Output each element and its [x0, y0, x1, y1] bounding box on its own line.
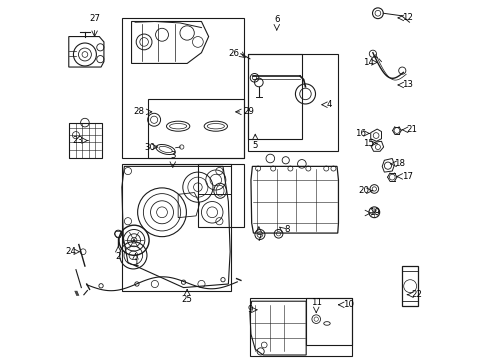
- Bar: [247, 54, 301, 139]
- Bar: [305, 298, 351, 345]
- Text: 21: 21: [405, 125, 416, 134]
- Text: 11: 11: [310, 298, 321, 307]
- Text: 24: 24: [65, 247, 76, 256]
- Text: 20: 20: [358, 186, 368, 195]
- Text: 8: 8: [284, 225, 289, 234]
- Text: 4: 4: [326, 100, 332, 109]
- Text: 9: 9: [246, 305, 252, 314]
- Text: 27: 27: [89, 14, 100, 23]
- Text: 10: 10: [343, 300, 353, 309]
- Bar: [122, 164, 230, 291]
- Text: 1: 1: [132, 259, 138, 268]
- Bar: [198, 164, 244, 226]
- Text: 28: 28: [134, 107, 144, 116]
- Text: 22: 22: [410, 290, 421, 299]
- Bar: [247, 54, 337, 151]
- Bar: [402, 266, 418, 306]
- Text: 3: 3: [170, 151, 175, 160]
- Text: 17: 17: [401, 172, 412, 181]
- Text: 13: 13: [402, 81, 412, 90]
- Bar: [122, 18, 244, 158]
- Bar: [69, 123, 102, 158]
- Text: 26: 26: [228, 49, 239, 58]
- Text: 2: 2: [115, 252, 121, 261]
- Text: 16: 16: [354, 129, 365, 138]
- Bar: [147, 99, 244, 158]
- Text: 18: 18: [394, 159, 405, 168]
- Text: 14: 14: [362, 58, 373, 67]
- Text: 6: 6: [273, 15, 279, 24]
- Text: 12: 12: [402, 13, 412, 22]
- Text: 30: 30: [144, 143, 156, 152]
- Bar: [249, 298, 351, 356]
- Text: 25: 25: [181, 295, 192, 304]
- Text: 15: 15: [362, 139, 373, 148]
- Text: 7: 7: [256, 234, 261, 243]
- Text: 19: 19: [368, 208, 379, 217]
- Text: 29: 29: [244, 107, 254, 116]
- Text: 5: 5: [252, 140, 258, 149]
- Text: 23: 23: [73, 136, 83, 145]
